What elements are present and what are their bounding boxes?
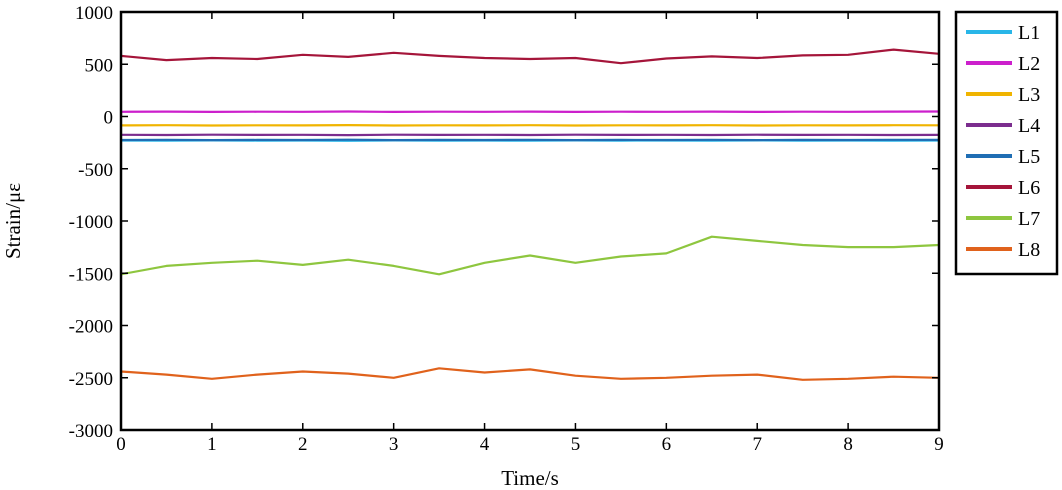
series-layer <box>120 48 940 381</box>
x-tick-label: 5 <box>571 434 581 455</box>
x-tick-label: 8 <box>843 434 853 455</box>
legend-label-l1: L1 <box>1018 22 1040 44</box>
series-line-l7 <box>120 235 940 276</box>
x-tick-label: 0 <box>116 434 126 455</box>
x-axis-title: Time/s <box>501 466 559 490</box>
legend-label-l5: L5 <box>1018 146 1040 168</box>
x-tick-label: 7 <box>752 434 762 455</box>
series-line-l6 <box>120 48 940 65</box>
y-tick-label: -1500 <box>69 264 113 285</box>
y-tick-label: 0 <box>104 108 114 129</box>
x-tick-label: 3 <box>389 434 399 455</box>
x-tick-label: 4 <box>480 434 490 455</box>
legend-label-l2: L2 <box>1018 53 1040 75</box>
legend-label-l3: L3 <box>1018 84 1040 106</box>
y-tick-label: 1000 <box>75 3 113 24</box>
x-tick-label: 9 <box>934 434 944 455</box>
y-tick-label: -2000 <box>69 317 113 338</box>
y-tick-label: -3000 <box>69 421 113 442</box>
y-tick-label: -2500 <box>69 369 113 390</box>
legend-label-l7: L7 <box>1018 208 1040 230</box>
legend-label-l8: L8 <box>1018 239 1040 261</box>
x-tick-label: 6 <box>662 434 672 455</box>
legend-label-l6: L6 <box>1018 177 1040 199</box>
legend-label-l4: L4 <box>1018 115 1040 137</box>
legend: L1 L2 L3 L4 L5 L6 L7 L8 <box>954 10 1059 276</box>
x-tick-label: 1 <box>207 434 217 455</box>
y-tick-label: 500 <box>85 55 114 76</box>
axes-layer: 0 1 2 3 4 5 6 7 8 9 1000 500 0 -500 -1000 -1500 -2000 -25… <box>69 3 944 455</box>
y-axis-title: Strain/με <box>1 183 25 259</box>
legend-box <box>954 10 1059 276</box>
y-tick-label: -500 <box>78 160 113 181</box>
y-tick-label: -1000 <box>69 212 113 233</box>
x-tick-label: 2 <box>298 434 308 455</box>
series-line-l8 <box>120 367 940 381</box>
